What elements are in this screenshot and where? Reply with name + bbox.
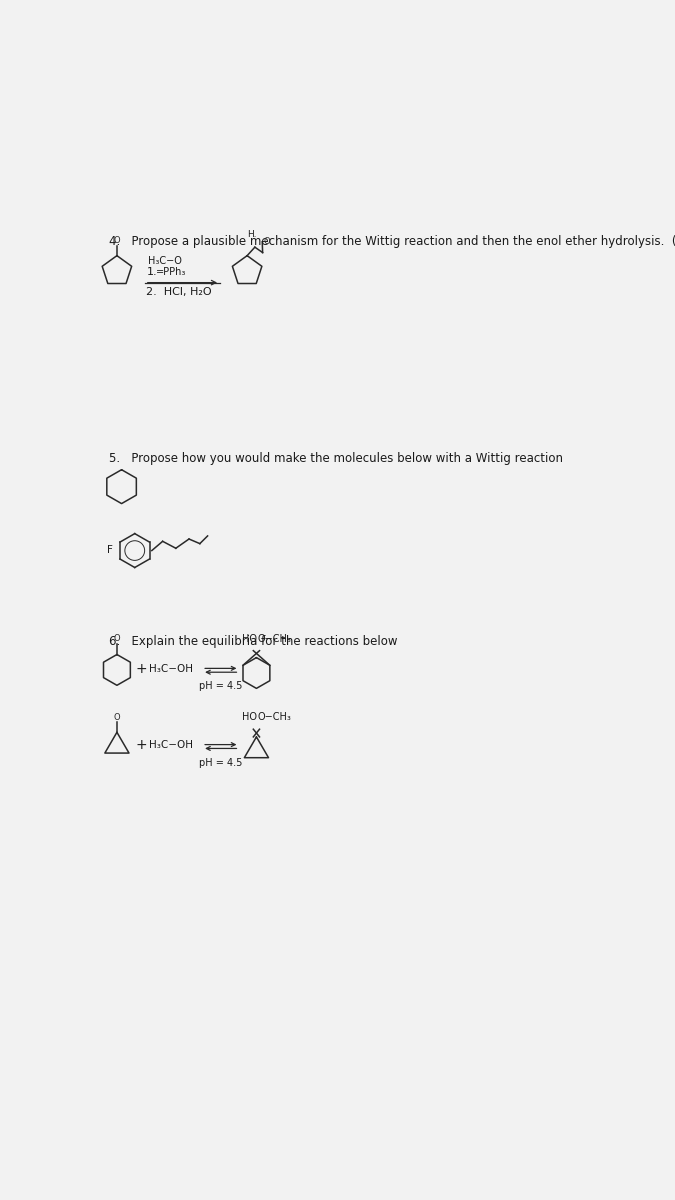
Text: pH = 4.5: pH = 4.5 [199, 757, 242, 768]
Text: O−CH₃: O−CH₃ [258, 713, 292, 722]
Text: H₃C−OH: H₃C−OH [149, 664, 194, 674]
Text: +: + [136, 662, 148, 676]
Text: +: + [136, 738, 148, 752]
Text: H₃C−OH: H₃C−OH [149, 740, 194, 750]
Text: 5.   Propose how you would make the molecules below with a Wittig reaction: 5. Propose how you would make the molecu… [109, 452, 563, 464]
Text: 4.   Propose a plausible mechanism for the Wittig reaction and then the enol eth: 4. Propose a plausible mechanism for the… [109, 235, 675, 248]
Text: F: F [107, 545, 113, 554]
Text: O: O [264, 238, 271, 246]
Text: 1.: 1. [146, 266, 157, 277]
Text: 2.  HCl, H₂O: 2. HCl, H₂O [146, 287, 212, 296]
Text: HO: HO [242, 634, 257, 643]
Text: O: O [113, 713, 120, 721]
Text: 6.   Explain the equilibria for the reactions below: 6. Explain the equilibria for the reacti… [109, 635, 398, 648]
Text: O: O [113, 236, 120, 245]
Text: H₃C−O: H₃C−O [148, 256, 182, 266]
Text: HO: HO [242, 713, 257, 722]
Text: pH = 4.5: pH = 4.5 [199, 682, 242, 691]
Text: O−CH₃: O−CH₃ [258, 634, 292, 643]
Text: H.: H. [247, 230, 256, 240]
Text: O: O [113, 634, 120, 643]
Text: =PPh₃: =PPh₃ [156, 266, 186, 277]
